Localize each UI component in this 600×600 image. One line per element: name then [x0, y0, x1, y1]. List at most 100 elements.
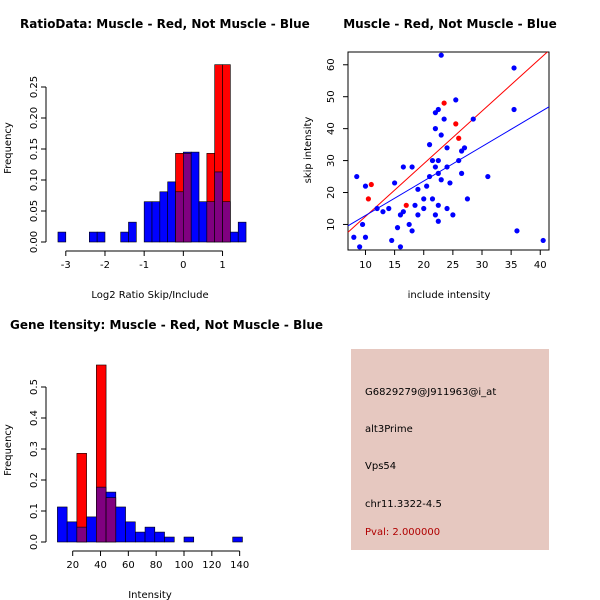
- ratio-bar-not-muscle-18: [198, 201, 208, 243]
- intensity-bar-not-muscle-7: [125, 521, 136, 543]
- ratio-bar-not-muscle-5: [96, 231, 106, 243]
- ratio-bar-overlap-19: [206, 201, 215, 243]
- scatter-point-not-muscle-16: [406, 221, 412, 228]
- scatter-point-muscle-1: [368, 181, 374, 188]
- intensity-x-tick-label-4: 100: [174, 560, 193, 571]
- scatter-point-not-muscle-36: [435, 202, 441, 208]
- intensity-bar-not-muscle-9: [144, 526, 156, 543]
- scatter-point-not-muscle-42: [444, 205, 450, 212]
- scatter-x-tick-label-1: 15: [388, 260, 401, 271]
- scatter-point-muscle-3: [441, 100, 447, 106]
- intensity-bar-not-muscle-3: [86, 516, 97, 543]
- intensity-y-tick-label-5: 0.5: [29, 379, 40, 395]
- scatter-ylabel: skip intensity: [303, 117, 314, 184]
- intensity-bar-overlap-5: [105, 497, 117, 543]
- p-value: Pval: 2.000000: [365, 527, 441, 538]
- scatter-point-not-muscle-22: [421, 205, 427, 212]
- ratio-bar-not-muscle-17: [190, 151, 200, 243]
- ratio-bar-not-muscle-13: [159, 191, 168, 243]
- scatter-point-not-muscle-52: [464, 196, 471, 202]
- scatter-point-not-muscle-10: [392, 180, 398, 186]
- ratio-histogram-xlabel: Log2 Ratio Skip/Include: [91, 290, 208, 301]
- scatter-point-not-muscle-19: [412, 202, 418, 208]
- intensity-x-tick-label-2: 60: [122, 560, 135, 571]
- intensity-bar-not-muscle-8: [135, 531, 146, 543]
- intensity-x-tick-label-3: 80: [150, 560, 163, 571]
- scatter-point-not-muscle-5: [362, 234, 369, 240]
- ratio-y-tick-label-1: 0.05: [29, 200, 40, 222]
- scatter-y-tick-label-1: 20: [326, 186, 337, 199]
- ratio-x-tick-label-3: 0: [180, 260, 186, 271]
- intensity-histogram-axes: 20 40 60 80 100 120 140 0.0 0.1 0.2 0.3 0.4 0.5: [29, 379, 249, 571]
- ratio-bar-not-muscle-8: [120, 231, 129, 243]
- scatter-point-not-muscle-11: [394, 225, 401, 231]
- ratio-bar-overlap-21: [222, 201, 231, 243]
- ratio-y-tick-label-3: 0.15: [29, 138, 40, 160]
- scatter-plot-axes: 10 15 20 25 30 35 40 10 20 30 40 50 60: [326, 58, 547, 271]
- ratio-histogram-axes: -3 -2 -1 0 1 0.00 0.05 0.10 0.15 0.20 0.25: [29, 76, 226, 271]
- scatter-y-tick-label-0: 10: [326, 218, 337, 231]
- genomic-location: chr11.3322-4.5: [365, 499, 442, 510]
- intensity-x-tick-label-5: 120: [202, 560, 221, 571]
- scatter-x-tick-label-0: 10: [359, 260, 372, 271]
- ratio-histogram-bars: [57, 64, 247, 243]
- intensity-bar-not-muscle-18: [232, 536, 243, 543]
- scatter-point-not-muscle-35: [435, 218, 441, 224]
- ratio-y-tick-label-4: 0.20: [29, 107, 40, 129]
- scatter-point-not-muscle-44: [444, 145, 450, 151]
- intensity-histogram-xlabel: Intensity: [128, 590, 172, 600]
- scatter-point-not-muscle-0: [351, 234, 357, 240]
- scatter-point-not-muscle-48: [456, 157, 462, 164]
- scatter-point-not-muscle-25: [426, 142, 433, 148]
- intensity-histogram-bars: [57, 364, 243, 543]
- scatter-plot-content: [347, 51, 550, 250]
- intensity-bar-not-muscle-13: [183, 536, 195, 543]
- ratio-bar-not-muscle-14: [167, 181, 176, 243]
- scatter-y-tick-label-2: 30: [326, 154, 337, 167]
- scatter-plot-frame: [347, 51, 550, 251]
- intensity-bar-not-muscle-10: [154, 531, 165, 543]
- scatter-fit-line-muscle: [347, 51, 548, 233]
- scatter-point-not-muscle-56: [511, 106, 517, 113]
- scatter-point-not-muscle-6: [374, 205, 380, 212]
- scatter-point-not-muscle-31: [432, 126, 438, 132]
- intensity-bar-not-muscle-0: [57, 506, 68, 543]
- scatter-point-not-muscle-1: [354, 173, 360, 180]
- scatter-point-not-muscle-26: [426, 173, 433, 180]
- intensity-scatter-panel: Muscle - Red, Not Muscle - Blue 10 15 20 25…: [303, 17, 557, 301]
- scatter-point-not-muscle-14: [400, 164, 406, 170]
- scatter-point-not-muscle-12: [397, 244, 404, 250]
- scatter-y-tick-label-5: 60: [326, 58, 337, 71]
- scatter-point-not-muscle-24: [424, 183, 430, 189]
- intensity-histogram-panel: Gene Itensity: Muscle - Red, Not Muscle …: [3, 318, 323, 600]
- scatter-x-tick-label-4: 30: [476, 260, 489, 271]
- scatter-point-not-muscle-18: [409, 164, 415, 170]
- scatter-point-not-muscle-8: [386, 205, 392, 212]
- event-type: alt3Prime: [365, 424, 413, 435]
- ratio-bar-overlap-20: [214, 171, 223, 243]
- scatter-point-not-muscle-29: [432, 164, 438, 170]
- ratio-bar-not-muscle-12: [151, 201, 161, 243]
- ratio-bar-not-muscle-4: [89, 231, 98, 243]
- ratio-bar-not-muscle-23: [237, 221, 247, 243]
- scatter-y-tick-label-3: 40: [326, 122, 337, 135]
- ratio-bar-overlap-15: [175, 191, 184, 243]
- scatter-point-not-muscle-50: [459, 170, 465, 176]
- intensity-y-tick-label-2: 0.2: [29, 472, 40, 488]
- scatter-point-not-muscle-39: [438, 52, 444, 58]
- scatter-point-not-muscle-40: [438, 132, 444, 138]
- scatter-point-not-muscle-15: [400, 209, 406, 215]
- ratio-y-tick-label-5: 0.25: [29, 76, 40, 98]
- scatter-point-not-muscle-4: [362, 183, 369, 189]
- scatter-point-not-muscle-17: [409, 228, 415, 234]
- intensity-bar-not-muscle-1: [66, 521, 78, 543]
- scatter-point-not-muscle-51: [461, 145, 468, 151]
- ratio-x-tick-label-4: 1: [219, 260, 225, 271]
- scatter-x-tick-label-2: 20: [417, 260, 430, 271]
- scatter-point-not-muscle-55: [511, 65, 517, 71]
- intensity-x-tick-label-6: 140: [230, 560, 249, 571]
- probe-info-box: G6829279@J911963@i_at alt3Prime Vps54 ch…: [351, 349, 549, 550]
- intensity-x-tick-label-1: 40: [94, 560, 107, 571]
- ratio-histogram-ylabel: Frequency: [3, 122, 14, 174]
- ratio-y-tick-label-0: 0.00: [29, 231, 40, 253]
